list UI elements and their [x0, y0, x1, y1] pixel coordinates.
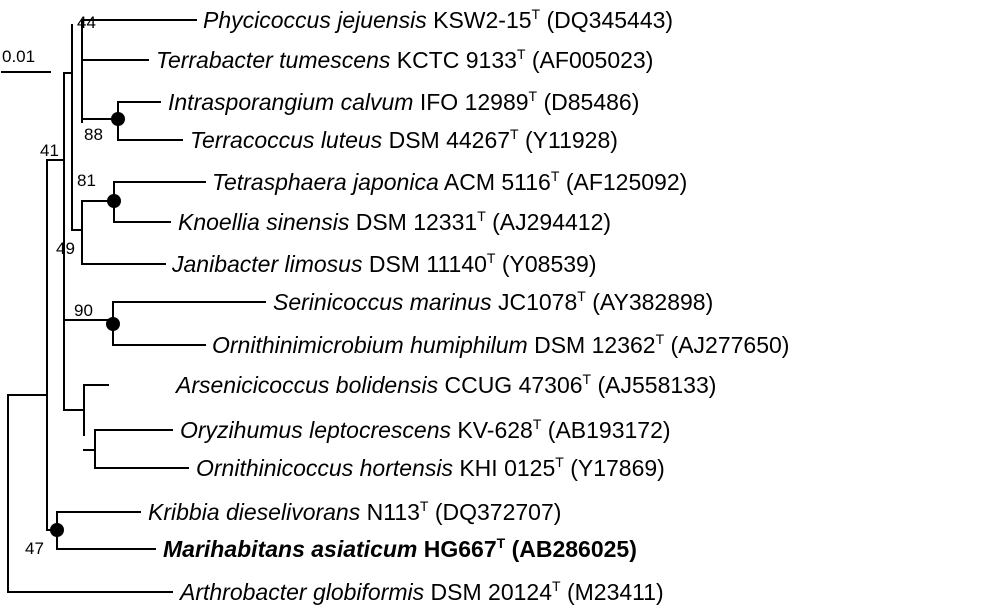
taxon-label: Arsenicicoccus bolidensis CCUG 47306T (A… [176, 371, 717, 398]
bootstrap-value: 47 [25, 539, 44, 558]
bootstrap-value: 41 [40, 141, 59, 160]
taxon-label: Arthrobacter globiformis DSM 20124T (M23… [180, 578, 664, 605]
taxon-label: Serinicoccus marinus JC1078T (AY382898) [273, 288, 714, 315]
taxon-label: Phycicoccus jejuensis KSW2-15T (DQ345443… [203, 6, 674, 33]
node-marker-90 [106, 317, 120, 331]
bootstrap-value: 90 [74, 301, 93, 320]
scale-bar-label: 0.01 [2, 47, 36, 66]
taxon-label: Terracoccus luteus DSM 44267T (Y11928) [190, 126, 618, 153]
node-marker-81 [107, 194, 121, 208]
bootstrap-value: 49 [56, 239, 75, 258]
taxon-label: Oryzihumus leptocrescens KV-628T (AB1931… [180, 416, 671, 443]
taxon-label: Terrabacter tumescens KCTC 9133T (AF0050… [156, 46, 654, 73]
node-marker-47 [50, 523, 64, 537]
taxon-label: Ornithinimicrobium humiphilum DSM 12362T… [212, 331, 790, 358]
taxon-label-highlighted: Marihabitans asiaticum HG667T (AB286025) [163, 535, 637, 562]
taxon-label: Ornithinicoccus hortensis KHI 0125T (Y17… [196, 454, 665, 481]
taxon-label: Janibacter limosus DSM 11140T (Y08539) [172, 250, 597, 277]
taxon-label: Knoellia sinensis DSM 12331T (AJ294412) [178, 208, 612, 235]
taxon-label: Kribbia dieselivorans N113T (DQ372707) [148, 498, 562, 525]
bootstrap-value: 81 [77, 171, 96, 190]
bootstrap-value: 88 [84, 125, 103, 144]
taxon-label: Tetrasphaera japonica ACM 5116T (AF12509… [212, 168, 688, 195]
bootstrap-value: 44 [77, 13, 96, 32]
taxon-label: Intrasporangium calvum IFO 12989T (D8548… [168, 88, 640, 115]
node-marker-88 [111, 112, 125, 126]
